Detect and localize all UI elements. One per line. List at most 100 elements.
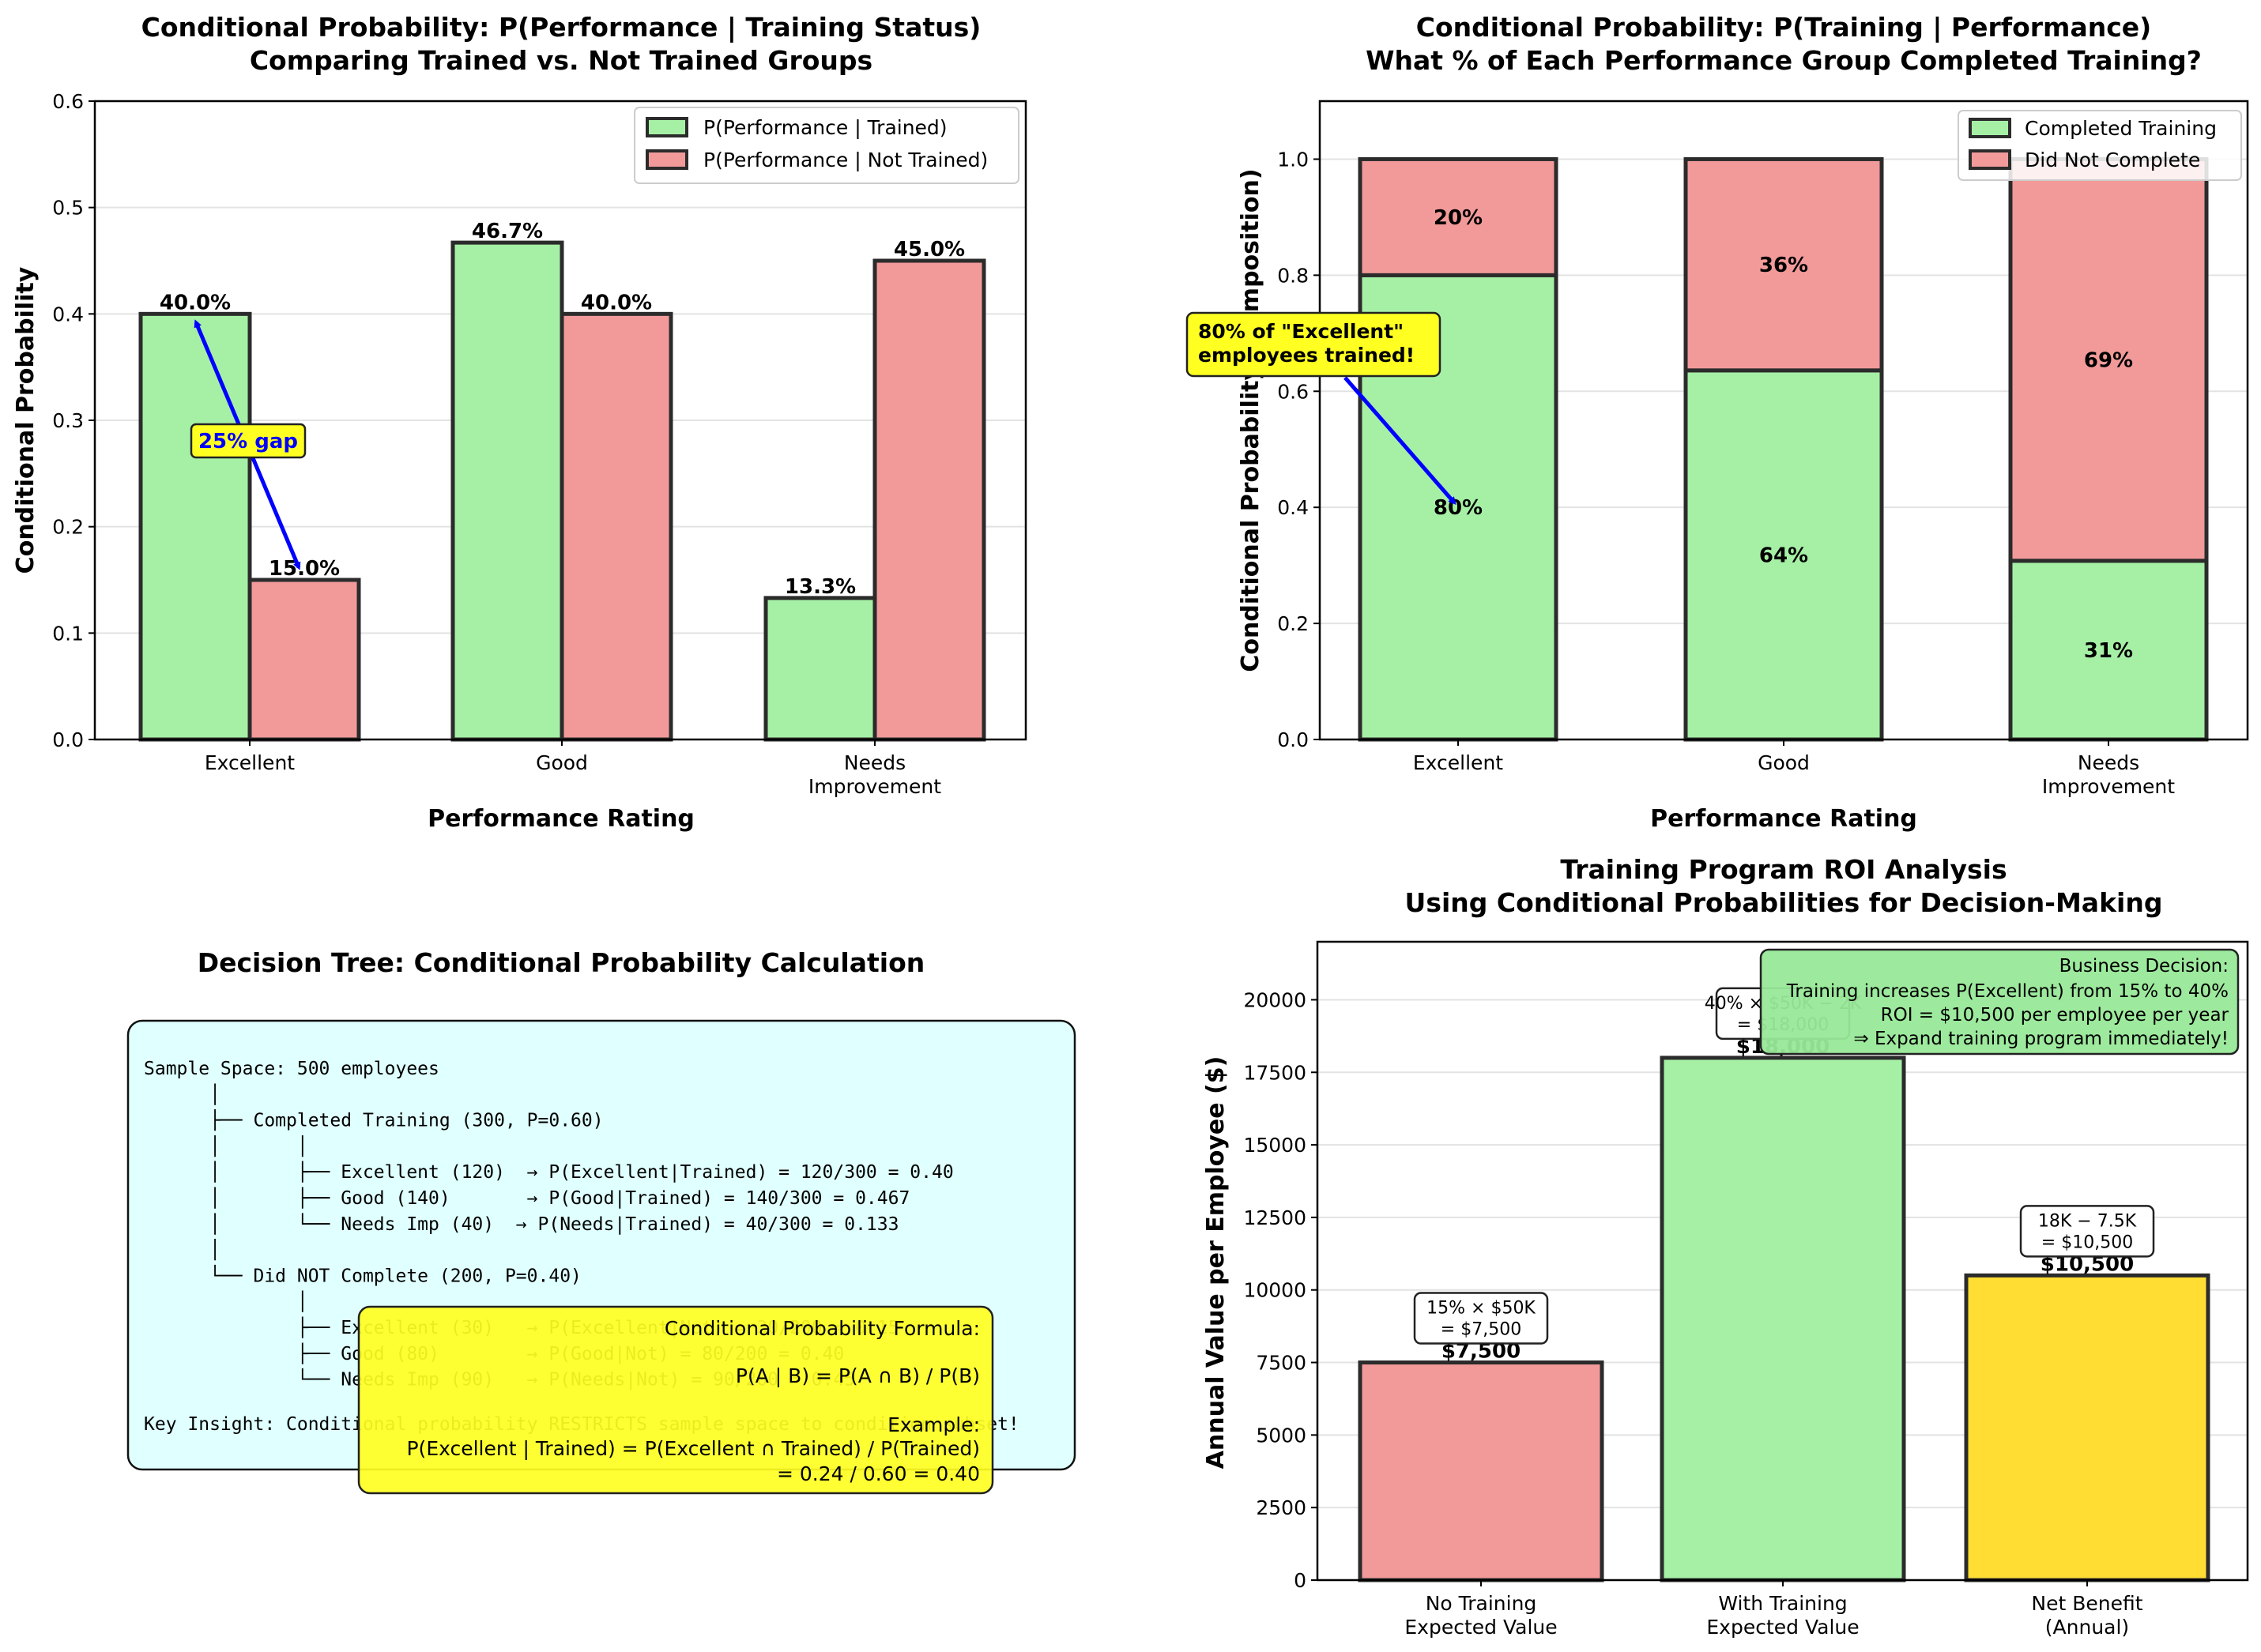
gap-annotation-box [190, 423, 307, 459]
bar-not-trained [560, 311, 673, 742]
y-tick-label: 0.4 [52, 303, 84, 326]
y-tick-label: 12500 [1243, 1206, 1306, 1229]
x-tick-label: Good [1758, 751, 1810, 774]
business-decision-box: Business Decision: Training increases P(… [1759, 948, 2240, 1056]
calc-note-box [2019, 1205, 2155, 1258]
x-tick-label: No Training Expected Value [1404, 1592, 1557, 1639]
calc-note-box [1413, 1292, 1549, 1345]
calc-note-label: 18K − 7.5K = $10,500 [2038, 1211, 2137, 1252]
bar-value-label: 40.0% [581, 291, 652, 314]
tree-line: │ ├── Excellent (120) → P(Excellent|Trai… [144, 1161, 954, 1183]
y-tick-label: 1.0 [1277, 148, 1309, 171]
legend-swatch-not-trained [646, 149, 688, 170]
example-line-2: = 0.24 / 0.60 = 0.40 [777, 1462, 980, 1485]
x-tick-label: Needs Improvement [2042, 751, 2175, 798]
bar-value-label: 15.0% [269, 557, 340, 581]
chart-training-given-performance: Conditional Probability: P(Training | Pe… [1185, 12, 2249, 833]
chart1-xlabel: Performance Rating [428, 805, 695, 833]
decision-tree-panel: Decision Tree: Conditional Probability C… [126, 947, 1076, 1495]
chart1-ylabel: Conditional Probability [12, 266, 40, 574]
bar-value-label: 45.0% [894, 238, 965, 262]
bar-value-label: 40.0% [160, 291, 231, 314]
roi-bar [1358, 1360, 1604, 1582]
decision-title: Business Decision: [2059, 956, 2229, 977]
chart3-title: Training Program ROI Analysis [1560, 854, 2007, 885]
chart2-subtitle: What % of Each Performance Group Complet… [1366, 45, 2202, 76]
chart2-legend: Completed Training Did Not Complete [1958, 110, 2242, 181]
roi-bar [1964, 1273, 2210, 1582]
x-tick-label: Excellent [205, 751, 295, 774]
y-tick-label: 2500 [1256, 1496, 1306, 1519]
excellent-annotation-box [1185, 311, 1441, 378]
y-tick-label: 15000 [1243, 1134, 1306, 1157]
y-tick-label: 0.6 [52, 90, 84, 113]
x-tick-label: Good [536, 751, 588, 774]
y-tick-label: 5000 [1256, 1424, 1306, 1447]
decision-line-3: ⇒ Expand training program immediately! [1853, 1029, 2229, 1049]
formula-heading: Conditional Probability Formula: [665, 1317, 980, 1340]
tree-line: │ [144, 1239, 220, 1261]
formula-text: P(A | B) = P(A ∩ B) / P(B) [736, 1364, 980, 1387]
segment-value-label: 69% [2084, 349, 2133, 373]
legend-label-completed: Completed Training [2025, 117, 2217, 140]
y-tick-label: 0.0 [1277, 728, 1309, 751]
stacked-segment-not-completed [1683, 156, 1884, 373]
calc-note-label: 15% × $50K = $7,500 [1426, 1299, 1536, 1340]
x-tick-label: With Training Expected Value [1706, 1592, 1859, 1639]
chart1-legend: P(Performance | Trained) P(Performance |… [634, 107, 1019, 184]
bar-value-label: 46.7% [472, 220, 543, 243]
y-tick-label: 10000 [1243, 1279, 1306, 1302]
tree-line: │ │ [144, 1135, 308, 1157]
legend-swatch-not-completed [1969, 149, 2011, 170]
chart1-title: Conditional Probability: P(Performance |… [141, 12, 982, 43]
bar-not-trained [872, 258, 986, 742]
chart2-xlabel: Performance Rating [1650, 805, 1917, 833]
excellent-annotation-arrow [1343, 376, 1456, 506]
y-tick-label: 7500 [1256, 1352, 1306, 1375]
roi-bar [1660, 1056, 1906, 1582]
segment-value-label: 80% [1434, 496, 1483, 520]
chart-roi-analysis: Training Program ROI Analysis Using Cond… [1202, 854, 2249, 1639]
y-tick-label: 0.4 [1277, 496, 1309, 519]
y-tick-label: 0.8 [1277, 264, 1309, 287]
stacked-segment-completed [1683, 368, 1884, 742]
stacked-segment-not-completed [1358, 156, 1558, 277]
decision-line-2: ROI = $10,500 per employee per year [1881, 1005, 2229, 1025]
segment-value-label: 64% [1759, 544, 1808, 567]
chart3-subtitle: Using Conditional Probabilities for Deci… [1405, 887, 2163, 918]
bar-value-label: 13.3% [785, 575, 856, 599]
legend-label-not-trained: P(Performance | Not Trained) [703, 149, 988, 171]
y-tick-label: 17500 [1243, 1061, 1306, 1084]
bar-not-trained [247, 578, 361, 742]
y-tick-label: 0.0 [52, 728, 84, 751]
segment-value-label: 20% [1434, 206, 1483, 230]
formula-box [357, 1305, 994, 1495]
y-tick-label: 0.5 [52, 197, 84, 220]
legend-swatch-completed [1969, 118, 2011, 138]
legend-label-not-completed: Did Not Complete [2025, 149, 2200, 171]
segment-value-label: 36% [1759, 254, 1808, 277]
chart2-ylabel: Conditional Probability (Composition) [1237, 168, 1264, 672]
y-tick-label: 0.3 [52, 409, 84, 432]
legend-label-trained: P(Performance | Trained) [703, 116, 948, 139]
chart2-title: Conditional Probability: P(Training | Pe… [1416, 12, 2151, 43]
y-tick-label: 0.2 [1277, 612, 1309, 635]
chart3-ylabel: Annual Value per Employee ($) [1202, 1056, 1230, 1469]
tree-line: │ ├── Good (140) → P(Good|Trained) = 140… [144, 1187, 910, 1209]
tree-line: Sample Space: 500 employees [144, 1059, 439, 1079]
x-tick-label: Net Benefit (Annual) [2031, 1592, 2142, 1639]
bar-trained [450, 240, 564, 742]
y-tick-label: 0.1 [52, 622, 84, 645]
stacked-segment-not-completed [2008, 156, 2209, 563]
tree-line: │ └── Needs Imp (40) → P(Needs|Trained) … [144, 1213, 899, 1235]
chart1-subtitle: Comparing Trained vs. Not Trained Groups [250, 45, 872, 76]
tree-line: ├── Completed Training (300, P=0.60) [144, 1109, 604, 1131]
y-tick-label: 20000 [1243, 988, 1306, 1011]
chart-performance-given-training: Conditional Probability: P(Performance |… [12, 12, 1027, 833]
example-line-1: P(Excellent | Trained) = P(Excellent ∩ T… [406, 1437, 980, 1460]
tree-line: │ [144, 1290, 308, 1312]
x-tick-label: Excellent [1413, 751, 1503, 774]
decision-tree-title: Decision Tree: Conditional Probability C… [198, 947, 925, 978]
gap-annotation-label: 25% gap [198, 430, 298, 453]
y-tick-label: 0.2 [52, 516, 84, 539]
